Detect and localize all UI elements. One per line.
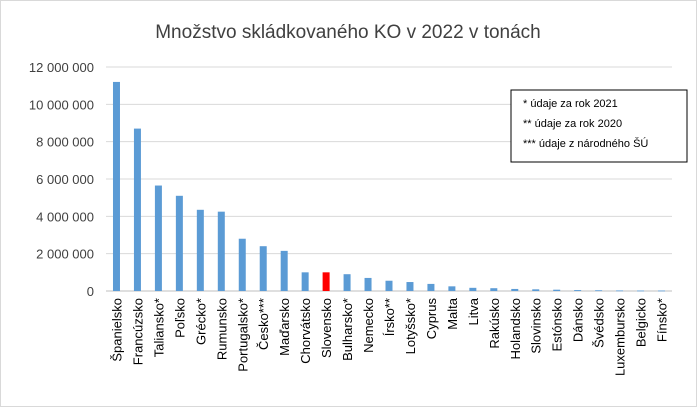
x-tick-label: Maďarsko <box>277 298 292 356</box>
x-tick-label: Lotyšsko* <box>403 298 418 354</box>
x-tick-label: Slovensko <box>319 298 334 358</box>
y-tick-label: 4 000 000 <box>36 209 94 224</box>
bar-Dánsko <box>574 290 582 291</box>
bar-Slovensko <box>322 272 330 291</box>
x-tick-label: Fínsko* <box>655 298 670 342</box>
x-tick-label: Španielsko <box>109 298 124 362</box>
bar-Poľsko <box>175 195 183 291</box>
bar-Grécko* <box>196 209 204 291</box>
bar-Chorvátsko <box>301 272 309 291</box>
x-tick-label: Bulharsko* <box>340 298 355 361</box>
y-tick-label: 8 000 000 <box>36 135 94 150</box>
bar-Holandsko <box>511 288 519 291</box>
x-tick-label: Francúzsko <box>130 298 145 365</box>
x-tick-label: Holandsko <box>508 298 523 359</box>
bar-Rakúsko <box>490 288 498 291</box>
y-axis-ticks: 0 2 000 000 4 000 000 6 000 000 8 000 000 10 … <box>29 60 94 299</box>
x-tick-label: Írsko** <box>382 298 397 336</box>
x-tick-label: Nemecko <box>361 298 376 353</box>
x-tick-label: Luxembursko <box>613 298 628 376</box>
x-tick-label: Dánsko <box>571 298 586 342</box>
bar-Nemecko <box>364 277 372 291</box>
x-tick-label: Litva <box>466 297 481 325</box>
bar-Rumunsko <box>217 211 225 291</box>
x-tick-label: Grécko* <box>193 298 208 345</box>
bar-Slovinsko <box>532 289 540 291</box>
bar-Maďarsko <box>280 250 288 291</box>
bar-Švédsko <box>595 290 603 292</box>
y-tick-label: 2 000 000 <box>36 247 94 262</box>
x-tick-label: Belgicko <box>634 298 649 347</box>
chart-title: Množstvo skládkovaného KO v 2022 v tonác… <box>155 22 541 43</box>
legend-note-box: * údaje za rok 2021 ** údaje za rok 2020… <box>510 89 688 163</box>
bar-Belgicko <box>637 290 645 292</box>
y-tick-label: 10 000 000 <box>29 97 94 112</box>
bar-Bulharsko* <box>343 274 351 291</box>
x-tick-label: Poľsko <box>172 298 187 338</box>
bar-Írsko** <box>385 280 393 291</box>
note-2: ** údaje za rok 2020 <box>523 118 622 130</box>
bar-Francúzsko <box>133 128 141 291</box>
y-tick-label: 0 <box>87 284 94 299</box>
x-tick-label: Cyprus <box>424 298 439 340</box>
bar-Malta <box>448 286 456 291</box>
note-1: * údaje za rok 2021 <box>523 98 618 110</box>
x-tick-label: Estónsko <box>550 298 565 351</box>
bar-Španielsko <box>112 81 120 291</box>
x-tick-label: Portugalsko* <box>235 298 250 372</box>
note-box <box>510 89 688 163</box>
x-tick-label: Rakúsko <box>487 298 502 349</box>
x-axis-ticks: Španielsko Francúzsko Taliansko* Poľsko Gréc… <box>109 297 669 376</box>
bar-Luxembursko <box>616 290 624 292</box>
note-3: *** údaje z národného ŠÚ <box>523 137 648 150</box>
bar-Estónsko <box>553 289 561 291</box>
bar-Cyprus <box>427 283 435 291</box>
bar-Litva <box>469 287 477 291</box>
x-tick-label: Česko*** <box>256 298 271 350</box>
bar-Lotyšsko* <box>406 282 414 291</box>
y-tick-label: 12 000 000 <box>29 60 94 75</box>
x-tick-label: Chorvátsko <box>298 298 313 364</box>
x-tick-label: Slovinsko <box>529 298 544 354</box>
bar-Portugalsko* <box>238 238 246 291</box>
bar-Fínsko* <box>658 290 666 292</box>
x-tick-label: Rumunsko <box>214 298 229 360</box>
x-tick-label: Švédsko <box>592 298 607 348</box>
x-tick-label: Malta <box>445 297 460 330</box>
bar-Česko*** <box>259 246 267 291</box>
y-tick-label: 6 000 000 <box>36 172 94 187</box>
bars <box>112 81 666 292</box>
bar-Taliansko* <box>154 185 162 291</box>
x-tick-label: Taliansko* <box>151 298 166 357</box>
